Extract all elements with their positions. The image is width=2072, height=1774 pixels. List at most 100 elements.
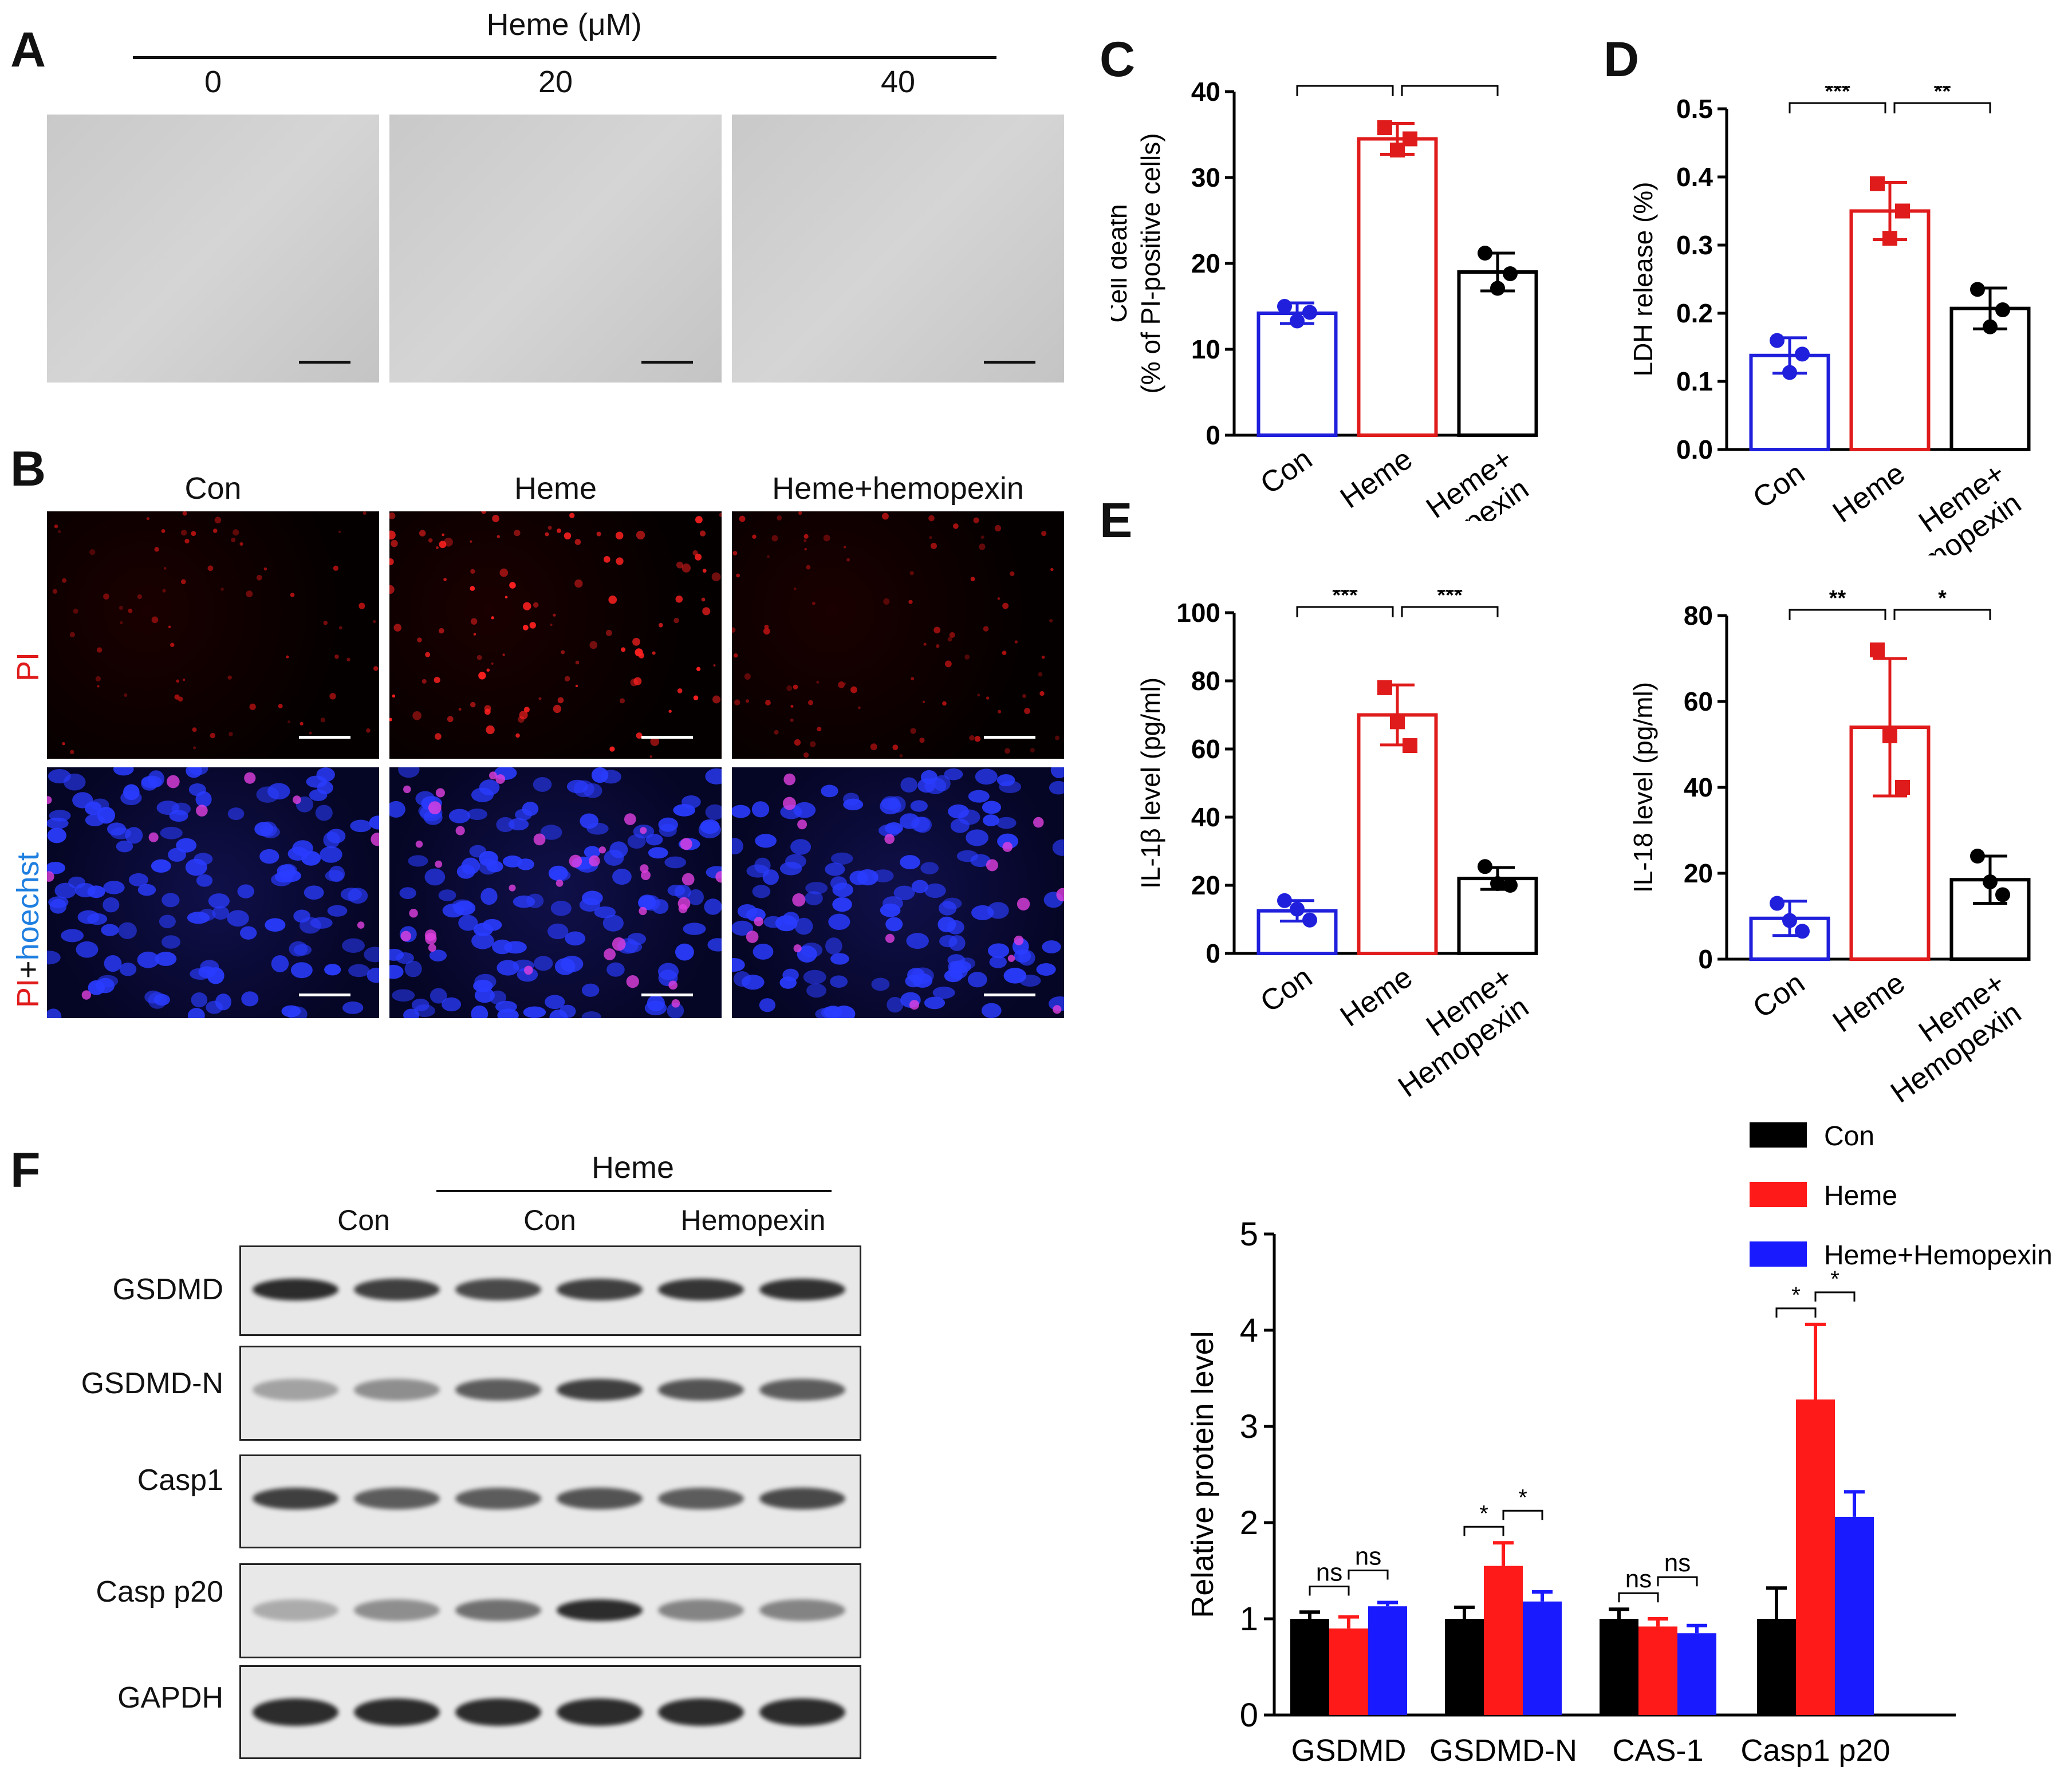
nucleus	[151, 859, 171, 873]
pi-cell	[812, 601, 816, 605]
pi-positive-nucleus	[455, 826, 465, 835]
pi-cell	[180, 579, 186, 585]
nucleus	[612, 868, 632, 885]
nucleus	[905, 975, 922, 988]
blot-strip-casp1	[239, 1454, 861, 1548]
legend-label: Heme+Hemopexin	[1824, 1240, 2053, 1271]
pi-cell	[54, 524, 58, 529]
nucleus	[825, 937, 842, 955]
pi-cell	[62, 578, 67, 583]
blot-band	[253, 1698, 338, 1726]
nucleus	[389, 801, 405, 818]
pi-cell	[701, 597, 706, 602]
pi-cell	[942, 701, 947, 706]
pi-cell	[793, 684, 798, 690]
nucleus	[652, 899, 669, 914]
pi-cell	[1050, 567, 1054, 571]
pi-cell	[682, 563, 691, 573]
pi-cell	[621, 647, 626, 652]
nucleus	[54, 882, 77, 899]
pi-cell	[980, 535, 984, 539]
data-point	[1882, 231, 1897, 246]
nucleus	[763, 916, 783, 928]
nucleus	[458, 914, 478, 931]
blot-band	[354, 1379, 440, 1401]
pi-cell	[470, 586, 475, 591]
nucleus	[664, 856, 687, 869]
scale-bar	[984, 994, 1035, 996]
pi-cell	[803, 752, 809, 758]
pi-cell	[89, 549, 96, 555]
fluor-merge-heme-hemopexin	[732, 767, 1064, 1018]
nucleus	[292, 840, 313, 857]
pi-cell	[419, 530, 426, 537]
blot-band	[253, 1488, 338, 1509]
pi-cell	[734, 653, 738, 658]
pi-positive-nucleus	[409, 909, 418, 918]
nucleus	[141, 775, 162, 789]
nucleus	[304, 885, 324, 900]
pi-cell	[693, 695, 699, 700]
fluor-merge-con	[47, 767, 379, 1018]
data-point	[1995, 302, 2010, 318]
pi-cell	[389, 530, 396, 540]
nucleus	[824, 1005, 842, 1018]
nucleus	[116, 840, 133, 853]
bar	[1290, 1619, 1329, 1715]
pi-cell	[699, 530, 706, 537]
data-point	[1770, 333, 1785, 348]
pi-cell	[1049, 618, 1053, 623]
pi-cell	[804, 547, 807, 551]
y-axis-label: Cell death	[1111, 204, 1132, 322]
pi-cell	[1022, 694, 1026, 698]
significance-label: ns	[1316, 1558, 1342, 1586]
nucleus	[259, 821, 277, 837]
pi-cell	[695, 516, 703, 523]
nucleus	[659, 823, 677, 837]
pi-cell	[745, 699, 750, 703]
pi-cell	[392, 694, 396, 698]
pi-positive-nucleus	[641, 870, 651, 880]
pi-cell	[470, 569, 475, 574]
bar	[1329, 1628, 1368, 1715]
nucleus	[504, 941, 527, 954]
pi-positive-nucleus	[793, 944, 802, 953]
pi-cell	[793, 588, 797, 590]
nucleus	[496, 817, 515, 833]
significance-label: *	[1830, 1267, 1839, 1292]
pi-cell	[435, 733, 442, 740]
nucleus	[882, 896, 903, 911]
panel-a-header-line	[133, 56, 996, 59]
pi-cell	[478, 672, 486, 680]
nucleus	[61, 929, 84, 943]
nucleus	[950, 818, 970, 833]
nucleus	[482, 918, 502, 931]
blot-row-label-casp1: Casp1	[137, 1464, 223, 1497]
pi-positive-nucleus	[435, 860, 443, 868]
nucleus	[830, 953, 849, 965]
pi-cell	[803, 539, 807, 542]
nucleus	[367, 967, 379, 983]
nucleus	[805, 882, 828, 894]
pi-cell	[470, 540, 472, 543]
nucleus	[188, 783, 206, 797]
data-point	[1895, 203, 1910, 219]
nucleus	[910, 800, 928, 812]
bar	[1638, 1626, 1677, 1715]
pi-cell	[505, 596, 508, 599]
bar	[1849, 209, 1931, 451]
nucleus	[790, 839, 812, 855]
nucleus	[389, 964, 404, 979]
pi-cell	[193, 746, 196, 750]
pi-positive-nucleus	[677, 897, 691, 910]
pi-positive-nucleus	[533, 833, 546, 846]
blot-band	[658, 1379, 744, 1401]
nucleus	[602, 914, 624, 932]
blot-row-label-gsdmd-n: GSDMD-N	[81, 1367, 223, 1400]
nucleus	[857, 869, 879, 886]
pi-cell	[180, 529, 187, 536]
pi-cell	[732, 627, 736, 633]
nucleus	[806, 983, 826, 998]
nucleus	[429, 949, 447, 962]
